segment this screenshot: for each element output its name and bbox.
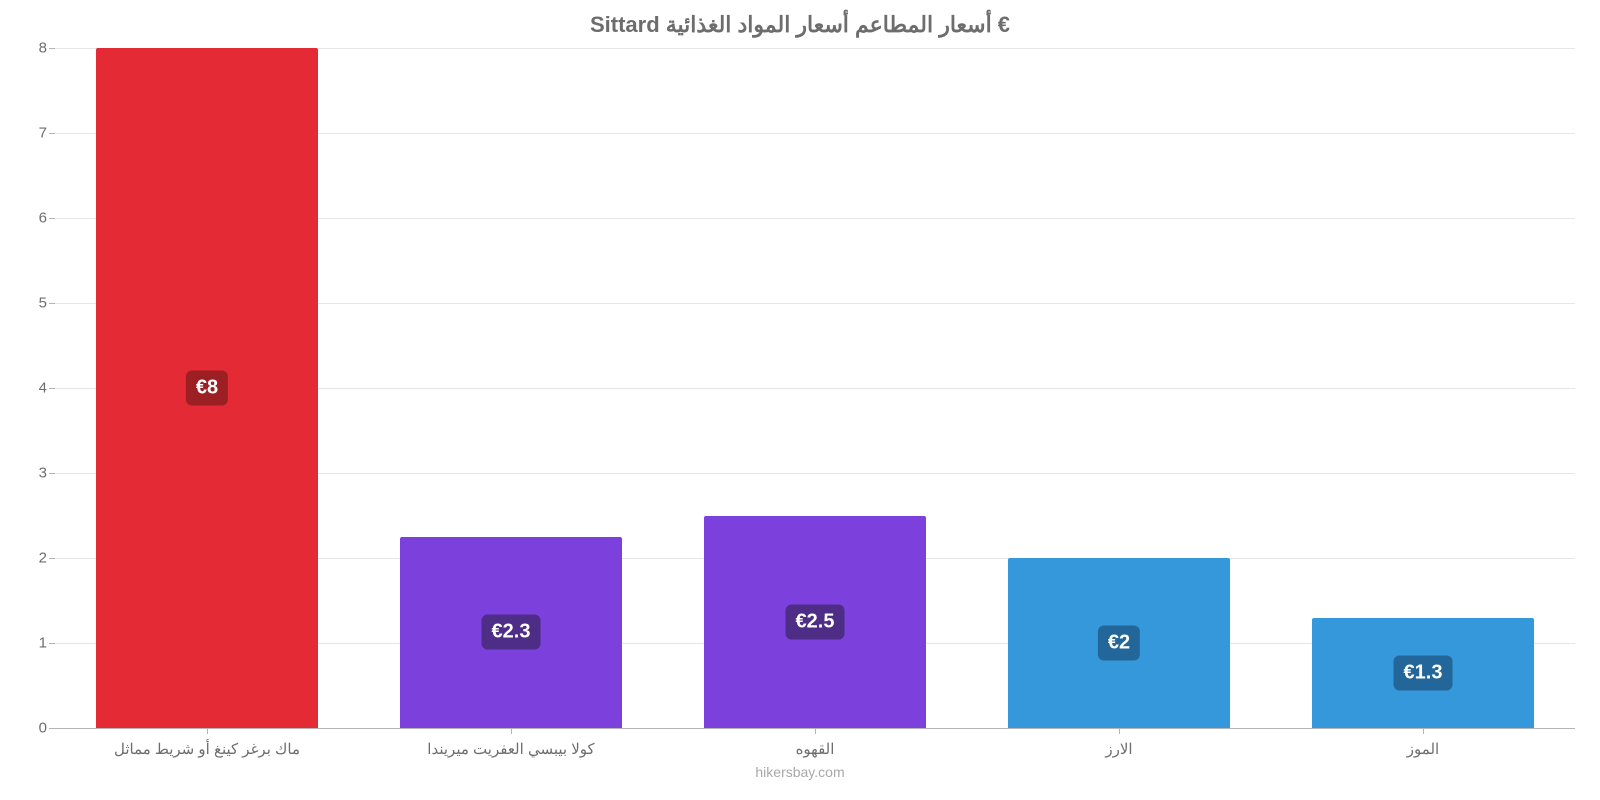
- bar-value-label: €1.3: [1394, 655, 1453, 690]
- price-bar-chart: € أسعار المطاعم أسعار المواد الغذائية Si…: [0, 0, 1600, 800]
- y-tick-mark: [49, 48, 55, 49]
- bar-value-label: €2.3: [482, 615, 541, 650]
- x-tick-label: ماك برغر كينغ أو شريط مماثل: [114, 740, 300, 758]
- x-axis-line: [49, 728, 1575, 729]
- x-tick-label: كولا بيبسي العفريت ميريندا: [427, 740, 594, 758]
- y-tick-label: 4: [21, 380, 47, 397]
- y-tick-mark: [49, 388, 55, 389]
- y-tick-label: 8: [21, 40, 47, 57]
- y-tick-mark: [49, 643, 55, 644]
- y-tick-mark: [49, 303, 55, 304]
- bar-value-label: €2.5: [786, 604, 845, 639]
- chart-title: € أسعار المطاعم أسعار المواد الغذائية Si…: [0, 0, 1600, 38]
- y-tick-label: 5: [21, 295, 47, 312]
- x-tick-mark: [1423, 728, 1424, 734]
- x-tick-mark: [815, 728, 816, 734]
- y-tick-label: 0: [21, 720, 47, 737]
- y-tick-mark: [49, 218, 55, 219]
- x-tick-label: الموز: [1407, 740, 1439, 758]
- credit-text: hikersbay.com: [755, 764, 844, 780]
- y-tick-label: 7: [21, 125, 47, 142]
- x-tick-mark: [511, 728, 512, 734]
- x-tick-mark: [1119, 728, 1120, 734]
- bar-value-label: €8: [186, 371, 228, 406]
- plot-area: 012345678€8ماك برغر كينغ أو شريط مماثل€2…: [55, 48, 1575, 728]
- y-tick-label: 1: [21, 635, 47, 652]
- x-tick-mark: [207, 728, 208, 734]
- y-tick-label: 6: [21, 210, 47, 227]
- y-tick-mark: [49, 473, 55, 474]
- y-tick-mark: [49, 133, 55, 134]
- x-tick-label: الارز: [1105, 740, 1132, 758]
- y-tick-label: 2: [21, 550, 47, 567]
- y-tick-mark: [49, 558, 55, 559]
- bar-value-label: €2: [1098, 626, 1140, 661]
- x-tick-label: القهوه: [796, 740, 835, 758]
- y-tick-label: 3: [21, 465, 47, 482]
